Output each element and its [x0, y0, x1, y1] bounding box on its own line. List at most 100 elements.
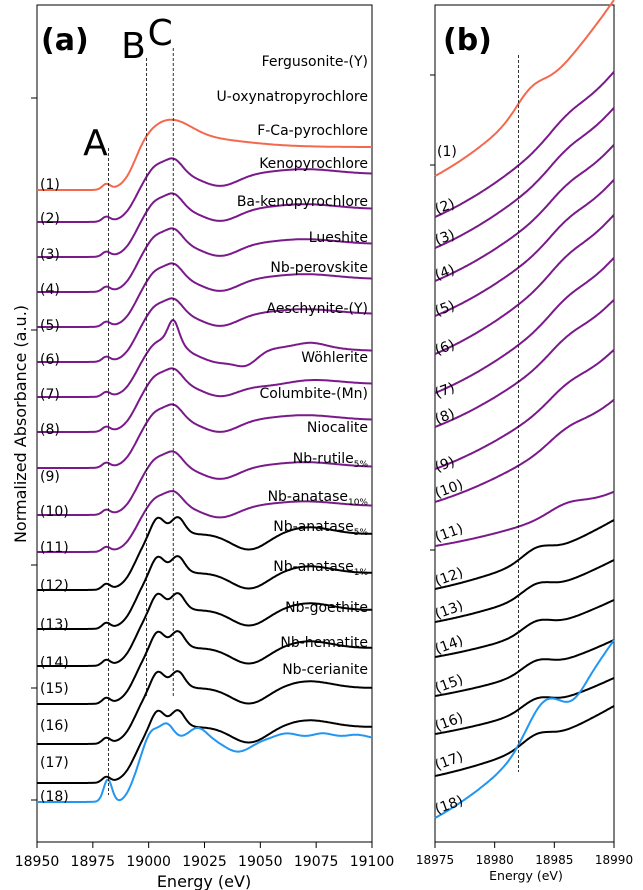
- feature-label: C: [148, 13, 173, 54]
- series-line: [434, 559, 615, 623]
- y-axis-label: Normalized Absorbance (a.u.): [11, 305, 30, 543]
- series-index-label: (15): [40, 681, 69, 697]
- series-line: [434, 705, 615, 777]
- series-label: Nb-anatase1%: [273, 559, 368, 578]
- series-label: Wöhlerite: [301, 350, 368, 366]
- series-line: [37, 262, 372, 328]
- series-index-label: (5): [433, 298, 457, 320]
- series-line: [434, 349, 615, 470]
- series-line: [37, 450, 372, 516]
- series-label: Lueshite: [309, 230, 368, 246]
- series-group-b: [434, 0, 615, 819]
- series-line: [434, 71, 615, 218]
- x-tick-label: 18975: [416, 853, 454, 867]
- series-index-label: (4): [40, 282, 60, 298]
- series-index-label: (12): [40, 578, 69, 594]
- series-index-label: (6): [40, 352, 60, 368]
- feature-label: A: [83, 123, 108, 164]
- series-line: [434, 179, 615, 317]
- x-tick-label: 19050: [238, 854, 283, 870]
- series-line: [37, 490, 372, 553]
- series-index-label: (3): [433, 227, 457, 249]
- series-line: [434, 599, 615, 658]
- series-label: Nb-rutile5%: [293, 451, 369, 470]
- series-line: [37, 630, 373, 705]
- series-index-label: (8): [433, 406, 457, 428]
- series-label: Nb-hematite: [280, 635, 368, 651]
- series-index-label: (7): [40, 387, 60, 403]
- series-label: Columbite-(Mn): [259, 386, 368, 402]
- series-label: Fergusonite-(Y): [262, 54, 368, 70]
- series-index-label: (4): [433, 262, 457, 284]
- series-line: [434, 639, 615, 697]
- series-index-label: (9): [40, 469, 60, 485]
- series-line: [37, 516, 373, 591]
- series-label: Ba-kenopyrochlore: [237, 194, 368, 210]
- series-line: [434, 677, 615, 735]
- series-line: [37, 403, 372, 469]
- series-label: Nb-anatase5%: [273, 519, 368, 538]
- series-index-label: (1): [437, 144, 457, 160]
- series-label: Nb-perovskite: [270, 260, 368, 276]
- x-tick-label: 18985: [535, 853, 573, 867]
- feature-label: B: [121, 26, 146, 67]
- series-index-label: (5): [40, 318, 60, 334]
- series-line: [434, 214, 615, 355]
- x-tick-label: 18990: [595, 853, 633, 867]
- series-line: [37, 157, 372, 223]
- series-index-label: (14): [40, 655, 69, 671]
- series-index-label: (7): [433, 380, 457, 402]
- series-line: [37, 118, 372, 191]
- series-line: [434, 299, 615, 428]
- series-label: Nb-anatase10%: [268, 489, 369, 508]
- panel-label: (a): [41, 23, 89, 58]
- plot-frame: [434, 4, 615, 843]
- series-line: [37, 192, 372, 258]
- series-label: Nb-goethite: [285, 600, 368, 616]
- series-line: [434, 144, 615, 282]
- series-line: [434, 639, 615, 819]
- x-tick-label: 19025: [182, 854, 227, 870]
- series-line: [434, 490, 615, 547]
- series-line: [434, 107, 615, 249]
- panel-label: (b): [443, 23, 492, 58]
- series-line: [37, 592, 373, 667]
- x-tick-label: 18950: [15, 854, 60, 870]
- series-index-label: (8): [40, 422, 60, 438]
- series-line: [37, 709, 373, 784]
- series-line: [37, 227, 372, 293]
- series-group-a: [37, 118, 373, 803]
- series-index-label: (2): [40, 211, 60, 227]
- series-index-label: (1): [40, 177, 60, 193]
- series-index-label: (18): [433, 793, 465, 818]
- series-index-label: (17): [40, 755, 69, 771]
- x-axis-label: Energy (eV): [489, 868, 563, 883]
- series-label: Nb-cerianite: [282, 662, 368, 678]
- series-line: [37, 722, 373, 803]
- series-index-label: (10): [40, 504, 69, 520]
- series-label: Aeschynite-(Y): [267, 301, 369, 317]
- x-tick-label: 18975: [71, 854, 116, 870]
- series-line: [434, 399, 615, 503]
- x-axis-label: Energy (eV): [157, 872, 251, 890]
- series-index-label: (2): [433, 196, 457, 218]
- x-tick-label: 19000: [126, 854, 171, 870]
- series-line: [434, 0, 615, 177]
- series-index-label: (3): [40, 247, 60, 263]
- series-label: U-oxynatropyrochlore: [217, 89, 369, 105]
- series-label: F-Ca-pyrochlore: [257, 123, 368, 139]
- series-label: Niocalite: [307, 420, 368, 436]
- series-line: [37, 670, 373, 745]
- series-line: [434, 519, 615, 590]
- panel-a: A B C Fergusonite-(Y) (1) U-oxynatropyrochlor…: [11, 4, 394, 890]
- series-index-label: (9): [433, 454, 457, 476]
- series-line: [37, 319, 372, 398]
- series-index-label: (6): [433, 337, 457, 359]
- series-index-label: (13): [40, 617, 69, 633]
- series-index-label: (11): [40, 540, 69, 556]
- series-line: [434, 257, 615, 394]
- series-line: [37, 367, 372, 433]
- series-line: [37, 555, 373, 630]
- series-index-label: (16): [40, 718, 69, 734]
